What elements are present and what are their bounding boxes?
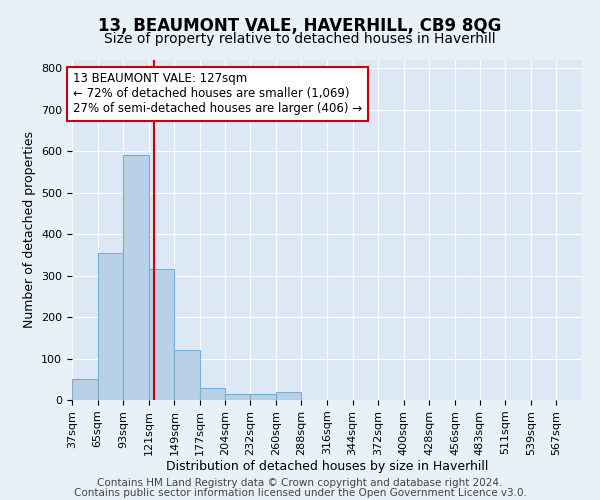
Bar [276, 392, 301, 400]
Bar [72, 380, 98, 400]
Y-axis label: Number of detached properties: Number of detached properties [23, 132, 35, 328]
Text: Size of property relative to detached houses in Haverhill: Size of property relative to detached ho… [104, 32, 496, 46]
Bar [175, 350, 200, 400]
Bar [123, 156, 149, 400]
Bar [98, 253, 123, 400]
Text: Contains public sector information licensed under the Open Government Licence v3: Contains public sector information licen… [74, 488, 526, 498]
Text: 13 BEAUMONT VALE: 127sqm
← 72% of detached houses are smaller (1,069)
27% of sem: 13 BEAUMONT VALE: 127sqm ← 72% of detach… [73, 72, 362, 116]
Bar [200, 388, 224, 400]
X-axis label: Distribution of detached houses by size in Haverhill: Distribution of detached houses by size … [166, 460, 488, 473]
Bar [224, 394, 250, 400]
Text: Contains HM Land Registry data © Crown copyright and database right 2024.: Contains HM Land Registry data © Crown c… [97, 478, 503, 488]
Bar [250, 394, 276, 400]
Text: 13, BEAUMONT VALE, HAVERHILL, CB9 8QG: 13, BEAUMONT VALE, HAVERHILL, CB9 8QG [98, 18, 502, 36]
Bar [149, 270, 175, 400]
